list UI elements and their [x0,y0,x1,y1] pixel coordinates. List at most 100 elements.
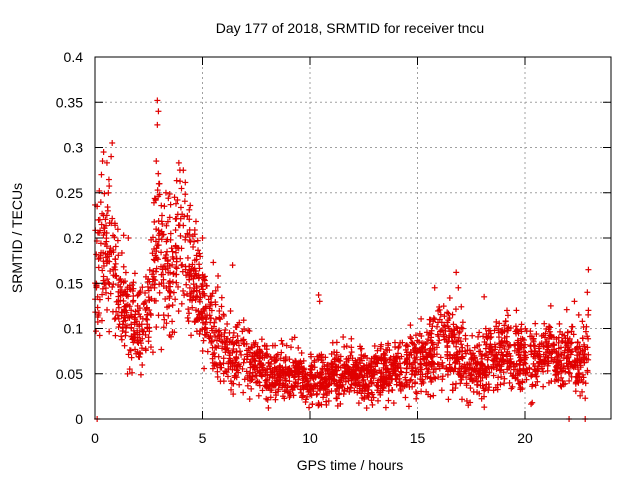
y-tick-label: 0.1 [64,321,84,337]
data-point [518,340,525,347]
data-point [227,308,234,315]
data-point [446,361,453,368]
data-point [183,281,190,288]
data-point [187,202,194,209]
data-point [122,317,129,324]
data-point [335,357,342,364]
data-point [193,316,200,323]
data-point [94,319,101,326]
data-point [124,284,131,291]
data-point [216,331,223,338]
data-point [437,311,444,318]
data-point [217,378,224,385]
data-point [107,245,114,252]
data-point [540,383,547,390]
data-point [462,347,469,354]
data-point [198,283,205,290]
data-point [172,249,179,256]
data-point [402,358,409,365]
data-point [439,373,446,380]
data-point [389,387,396,394]
data-point [102,216,109,223]
data-point [193,252,200,259]
data-point [152,268,159,275]
data-point [249,344,256,351]
data-point [129,336,136,343]
data-point [579,318,586,325]
data-point [240,336,247,343]
data-point [396,382,403,389]
data-point [348,349,355,356]
data-point [564,363,571,370]
data-point [162,189,169,196]
data-point [407,322,414,329]
data-point [144,283,151,290]
data-point [341,343,348,350]
data-point [485,327,492,334]
data-point [199,235,206,241]
data-point [232,323,239,330]
data-point [287,344,294,351]
data-point [156,230,163,237]
data-point [99,291,106,298]
data-point [580,354,587,361]
data-point [279,364,286,371]
data-point [172,227,179,234]
x-tick-label: 20 [517,430,533,446]
data-point [106,183,113,190]
data-point [548,333,555,340]
data-point [531,350,538,357]
data-point [441,313,448,320]
data-point [311,359,318,366]
data-point [212,299,219,306]
data-point [172,264,179,271]
data-point [428,340,435,347]
data-point [429,353,436,360]
data-point [240,359,247,366]
data-point [499,351,506,358]
data-point [463,382,470,389]
data-point [172,296,179,303]
data-point [99,158,106,165]
data-point [579,347,586,354]
data-point [479,362,486,369]
data-point [506,379,513,386]
data-point [352,382,359,389]
data-point [97,227,104,234]
data-point [371,354,378,361]
data-point [149,281,156,288]
data-point [565,344,572,351]
data-point [103,235,110,242]
data-point [549,348,556,355]
data-point [395,365,402,372]
data-point [565,369,572,376]
data-point [292,357,299,364]
data-point [166,278,173,285]
data-point [238,351,245,358]
data-point [104,258,111,265]
data-point [426,316,433,323]
data-point [494,355,501,362]
data-point [575,349,582,356]
data-point [186,231,193,238]
data-point [458,364,465,371]
data-point [386,356,393,363]
data-point [150,273,157,280]
data-point [346,388,353,395]
data-point [263,395,270,402]
data-point [200,314,207,321]
data-point [96,332,103,339]
data-point [404,355,411,362]
data-point [436,303,443,310]
data-point [411,349,418,356]
data-point [331,358,338,365]
data-point [115,281,122,288]
data-point [286,370,293,377]
data-point [136,305,143,312]
data-point [456,360,463,367]
data-point [192,218,199,225]
data-point [169,318,176,325]
data-point [259,373,266,380]
data-point [234,333,241,340]
data-point [173,279,180,286]
